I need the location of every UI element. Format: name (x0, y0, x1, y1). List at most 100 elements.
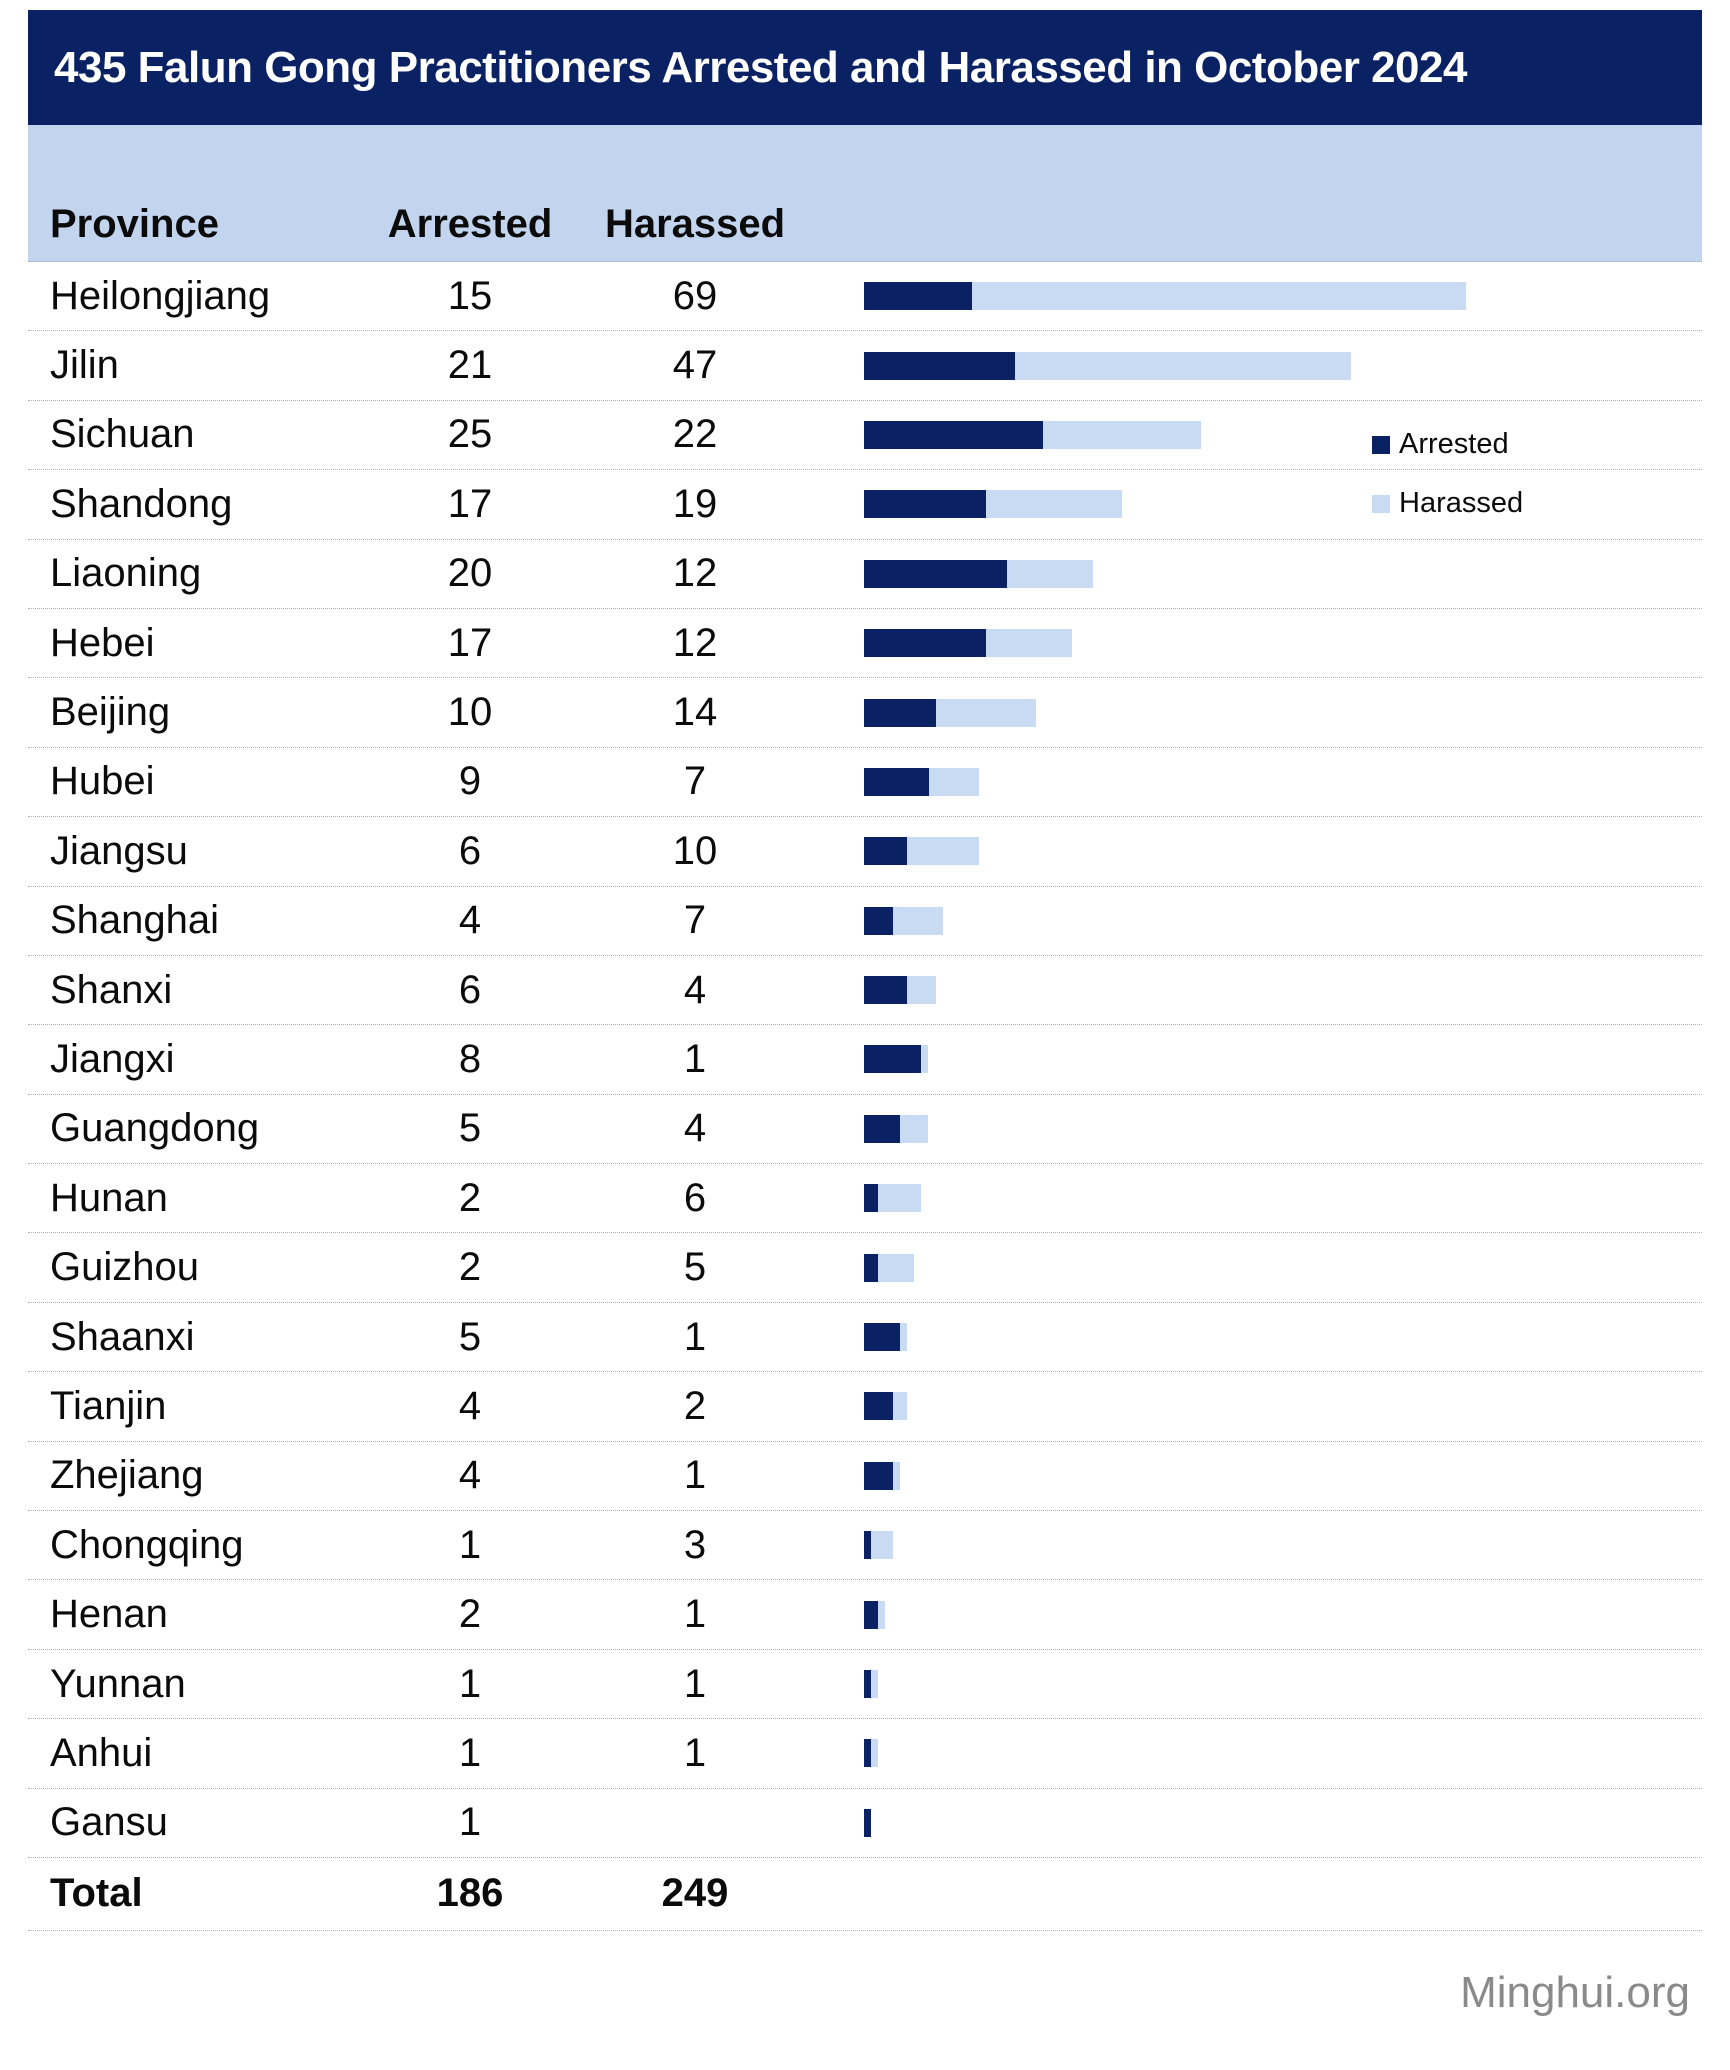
arrested-bar-segment (864, 1323, 900, 1352)
title-bar: 435 Falun Gong Practitioners Arrested an… (28, 10, 1702, 125)
harassed-bar-segment (907, 976, 936, 1005)
province-name: Gansu (50, 1800, 168, 1845)
table-row: Jilin 21 47 (28, 331, 1702, 401)
harassed-value: 5 (683, 1245, 707, 1290)
legend-label-arrested: Arrested (1399, 428, 1509, 460)
arrested-value: 4 (458, 1453, 482, 1498)
harassed-bar-segment (878, 1600, 886, 1629)
harassed-bar-segment (1007, 559, 1094, 588)
stacked-bar (864, 1531, 893, 1560)
harassed-value: 6 (683, 1175, 707, 1220)
legend-item-harassed: Harassed (1372, 487, 1523, 520)
province-name: Hebei (50, 620, 155, 665)
harassed-bar-segment (871, 1739, 879, 1768)
stacked-bar (864, 1461, 900, 1490)
stacked-bar (864, 698, 1036, 727)
col-header-province: Province (50, 202, 219, 246)
arrested-value: 2 (458, 1245, 482, 1290)
table-row: Guangdong 5 4 (28, 1095, 1702, 1165)
table-row: Gansu 1 (28, 1789, 1702, 1858)
harassed-bar-segment (899, 1323, 907, 1352)
harassed-value: 4 (683, 967, 707, 1012)
arrested-bar-segment (864, 1392, 893, 1421)
harassed-value: 69 (672, 273, 718, 318)
stacked-bar (864, 837, 979, 866)
arrested-value: 6 (458, 967, 482, 1012)
province-name: Guizhou (50, 1245, 199, 1290)
table-row: Heilongjiang 15 69 (28, 262, 1702, 332)
harassed-bar-segment (921, 1045, 929, 1074)
arrested-bar-segment (864, 1531, 872, 1560)
arrested-value: 1 (458, 1730, 482, 1775)
col-header-arrested: Arrested (387, 202, 553, 246)
arrested-value: 2 (458, 1592, 482, 1637)
province-name: Jilin (50, 343, 119, 388)
harassed-bar-segment (871, 1670, 879, 1698)
harassed-bar-segment (892, 1392, 907, 1421)
arrested-bar-segment (864, 698, 936, 727)
table-row: Henan 2 1 (28, 1580, 1702, 1650)
arrested-value: 17 (447, 620, 493, 665)
harassed-value: 2 (683, 1383, 707, 1428)
harassed-value: 4 (683, 1106, 707, 1151)
harassed-value: 1 (683, 1592, 707, 1637)
table-row: Hunan 2 6 (28, 1164, 1702, 1234)
total-row: Total 186 249 (28, 1858, 1702, 1931)
arrested-bar-segment (864, 767, 929, 796)
harassed-value: 1 (683, 1036, 707, 1081)
arrested-value: 4 (458, 898, 482, 943)
arrested-value: 17 (447, 481, 493, 526)
table-row: Sichuan 25 22 (28, 401, 1702, 471)
harassed-bar-segment (1014, 351, 1352, 380)
legend-label-harassed: Harassed (1399, 487, 1524, 519)
arrested-bar-segment (864, 1114, 900, 1143)
stacked-bar (864, 906, 943, 935)
harassed-value: 19 (672, 481, 718, 526)
arrested-value: 15 (447, 273, 493, 318)
arrested-value: 6 (458, 828, 482, 873)
stacked-bar (864, 1253, 915, 1282)
province-name: Zhejiang (50, 1453, 204, 1498)
harassed-bar-segment (892, 906, 943, 935)
stacked-bar (864, 976, 936, 1005)
province-name: Shanxi (50, 967, 173, 1012)
stacked-bar (864, 1323, 907, 1352)
harassed-bar-segment (907, 837, 979, 866)
harassed-bar-segment (985, 490, 1122, 519)
table-row: Jiangsu 6 10 (28, 817, 1702, 887)
harassed-value: 1 (683, 1730, 707, 1775)
arrested-bar-segment (864, 629, 986, 658)
arrested-value: 21 (447, 343, 493, 388)
province-name: Henan (50, 1592, 168, 1637)
province-name: Yunnan (50, 1661, 186, 1706)
harassed-value: 12 (672, 620, 718, 665)
table-row: Liaoning 20 12 (28, 540, 1702, 609)
harassed-value: 14 (672, 690, 718, 735)
arrested-bar-segment (864, 1670, 872, 1698)
harassed-value: 1 (683, 1314, 707, 1359)
harassed-bar-segment (899, 1114, 929, 1143)
province-name: Hubei (50, 759, 155, 804)
harassed-bar-segment (1043, 420, 1201, 449)
arrested-swatch-icon (1372, 435, 1390, 454)
arrested-bar-segment (864, 1184, 879, 1213)
table-row: Shanxi 6 4 (28, 956, 1702, 1026)
harassed-bar-segment (878, 1253, 915, 1282)
arrested-value: 1 (458, 1800, 482, 1845)
arrested-bar-segment (864, 490, 986, 519)
arrested-value: 9 (458, 759, 482, 804)
harassed-bar-segment (878, 1184, 922, 1213)
harassed-bar-segment (935, 698, 1036, 727)
footer-credit: Minghui.org (1460, 1968, 1690, 2017)
arrested-bar-segment (864, 1600, 879, 1629)
arrested-value: 5 (458, 1106, 482, 1151)
arrested-value: 1 (458, 1661, 482, 1706)
table-row: Hubei 9 7 (28, 748, 1702, 818)
arrested-bar-segment (864, 282, 972, 311)
stacked-bar (864, 1739, 879, 1768)
harassed-bar-segment (871, 1531, 893, 1560)
province-name: Jiangxi (50, 1036, 175, 1081)
province-name: Liaoning (50, 551, 202, 596)
harassed-value: 7 (683, 898, 707, 943)
stacked-bar (864, 1808, 872, 1837)
